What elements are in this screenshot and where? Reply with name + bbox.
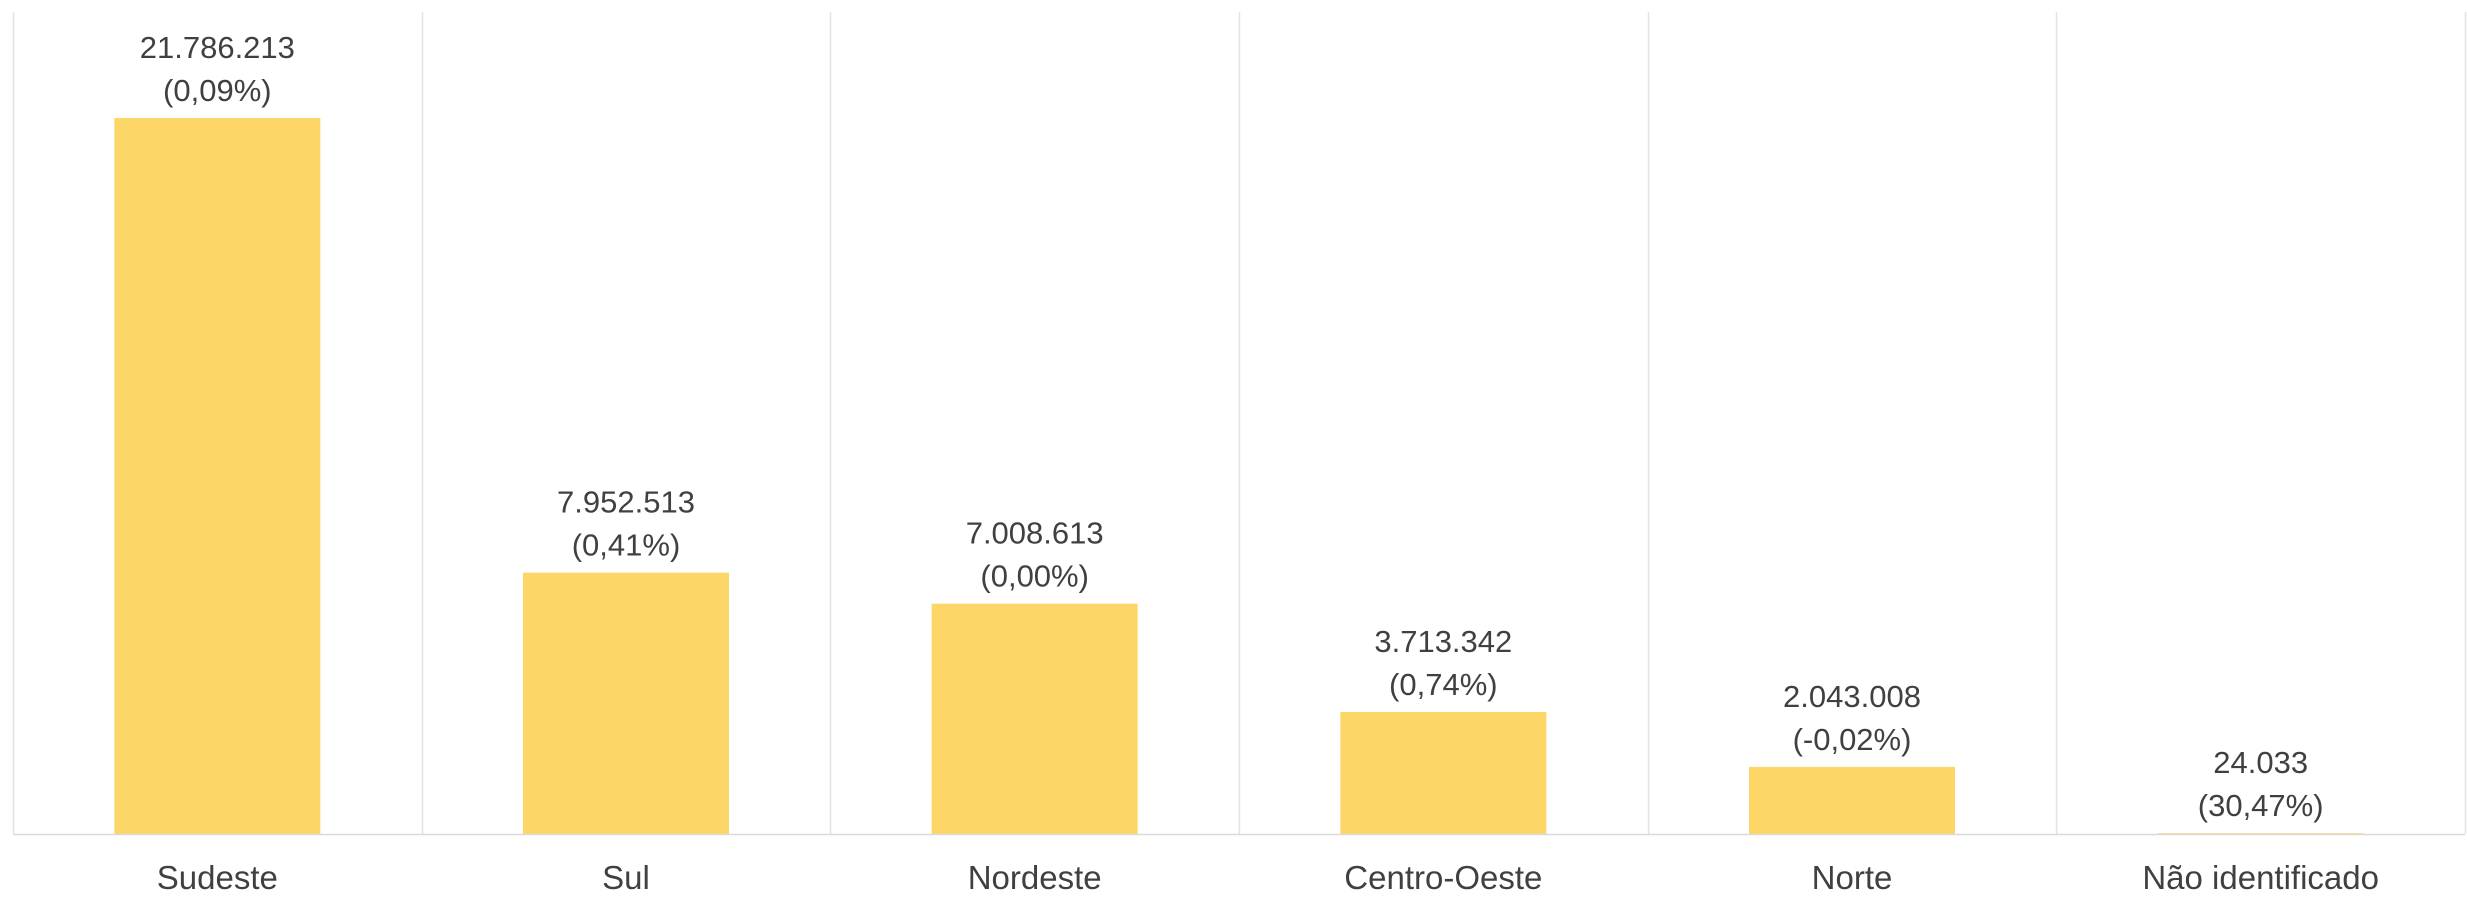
category-label-4: Norte	[1812, 859, 1893, 895]
change-label-4: (-0,02%)	[1793, 722, 1912, 757]
x-axis: Sudeste Sul Nordeste Centro-Oeste Norte Não i…	[13, 833, 2465, 896]
bar-3	[1340, 711, 1547, 834]
bar-2	[931, 603, 1138, 834]
bar-0	[114, 118, 321, 834]
data-labels: 21.786.213 (0,09%) 7.952.513 (0,41%) 7.008.6…	[140, 30, 2324, 823]
category-label-2: Nordeste	[968, 859, 1102, 895]
bar-1	[523, 572, 729, 834]
category-label-0: Sudeste	[157, 859, 278, 895]
bar-5	[2157, 833, 2364, 834]
bar-4	[1749, 766, 1955, 834]
category-label-3: Centro-Oeste	[1344, 859, 1542, 895]
value-label-3: 3.713.342	[1374, 624, 1512, 659]
value-label-4: 2.043.008	[1783, 679, 1921, 714]
value-label-2: 7.008.613	[966, 516, 1104, 551]
change-label-1: (0,41%)	[572, 528, 681, 563]
change-label-2: (0,00%)	[980, 559, 1089, 594]
category-label-5: Não identificado	[2142, 859, 2379, 895]
value-label-5: 24.033	[2213, 745, 2308, 780]
bars	[114, 118, 2364, 834]
category-label-1: Sul	[602, 859, 650, 895]
value-label-1: 7.952.513	[557, 485, 695, 520]
change-label-0: (0,09%)	[163, 73, 272, 108]
value-label-0: 21.786.213	[140, 30, 295, 65]
gridlines	[12, 12, 2467, 834]
change-label-3: (0,74%)	[1389, 667, 1498, 702]
change-label-5: (30,47%)	[2198, 788, 2324, 823]
